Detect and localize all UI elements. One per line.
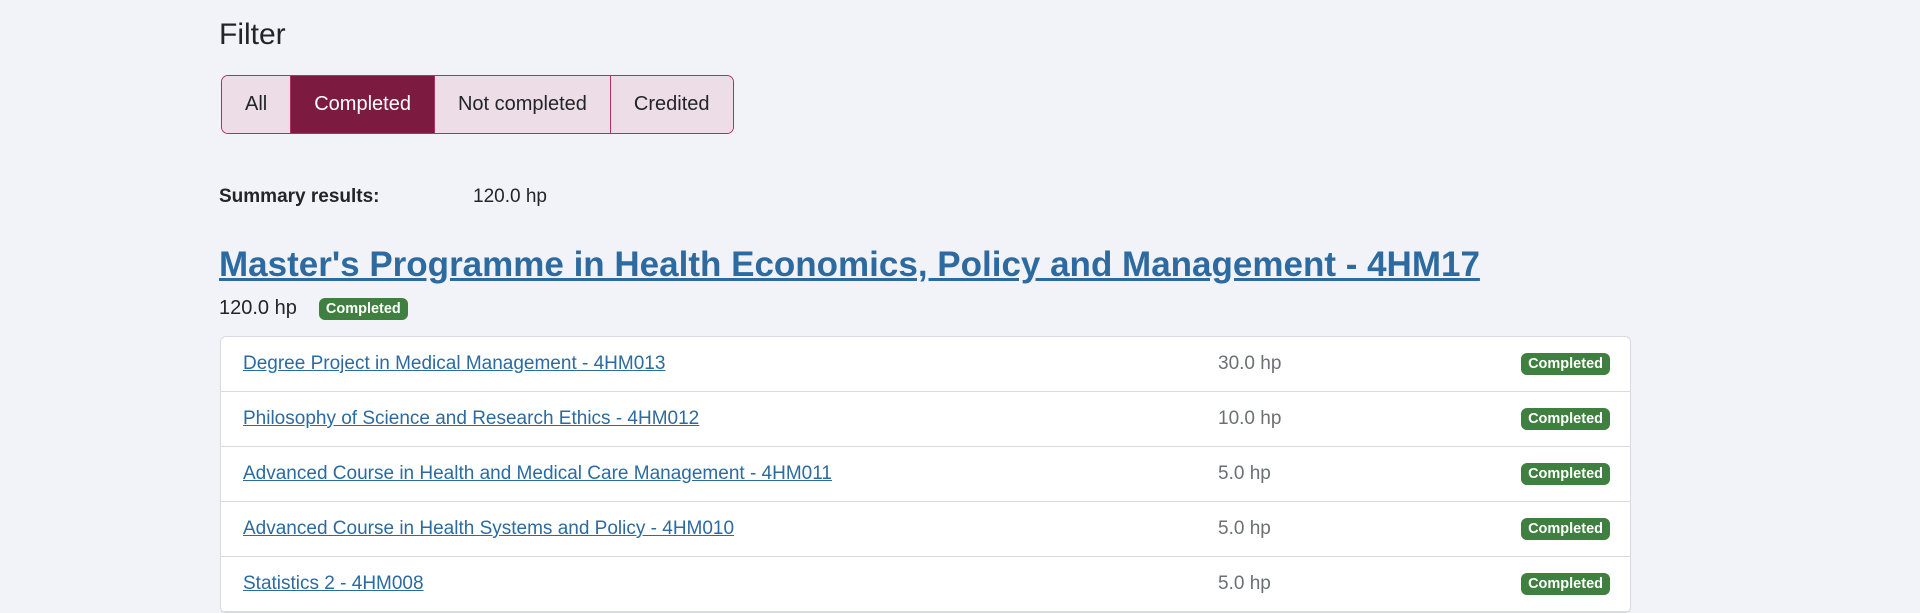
course-row: Advanced Course in Health Systems and Po…	[221, 502, 1630, 557]
status-badge: Completed	[1521, 408, 1610, 430]
summary-label: Summary results:	[219, 186, 380, 207]
status-badge: Completed	[1521, 463, 1610, 485]
filter-heading: Filter	[219, 18, 286, 51]
programme-meta: 120.0 hp Completed	[219, 297, 408, 320]
filter-not-completed-button[interactable]: Not completed	[434, 76, 611, 133]
status-badge: Completed	[1521, 353, 1610, 375]
status-badge: Completed	[1521, 518, 1610, 540]
course-row: Degree Project in Medical Management - 4…	[221, 337, 1630, 392]
course-link[interactable]: Degree Project in Medical Management - 4…	[243, 353, 666, 374]
status-badge: Completed	[318, 297, 408, 320]
course-link[interactable]: Philosophy of Science and Research Ethic…	[243, 408, 700, 429]
course-credits: 5.0 hp	[1218, 518, 1271, 539]
status-badge: Completed	[1521, 573, 1610, 595]
filter-all-button[interactable]: All	[222, 76, 292, 133]
filter-button-group: All Completed Not completed Credited	[221, 75, 734, 134]
filter-credited-button[interactable]: Credited	[610, 76, 733, 133]
programme-title-link[interactable]: Master's Programme in Health Economics, …	[219, 245, 1480, 284]
course-credits: 5.0 hp	[1218, 463, 1271, 484]
course-row: Advanced Course in Health and Medical Ca…	[221, 447, 1630, 502]
course-link[interactable]: Statistics 2 - 4HM008	[243, 573, 424, 594]
summary-results: Summary results: 120.0 hp	[219, 186, 547, 208]
programme-credits: 120.0 hp	[219, 297, 297, 319]
filter-completed-button[interactable]: Completed	[291, 76, 435, 133]
course-row: Philosophy of Science and Research Ethic…	[221, 392, 1630, 447]
course-credits: 30.0 hp	[1218, 353, 1282, 374]
course-list: Degree Project in Medical Management - 4…	[220, 336, 1631, 613]
course-row: Statistics 2 - 4HM008 5.0 hp Completed	[221, 557, 1630, 612]
course-credits: 5.0 hp	[1218, 573, 1271, 594]
summary-value: 120.0 hp	[473, 186, 547, 207]
course-credits: 10.0 hp	[1218, 408, 1282, 429]
course-link[interactable]: Advanced Course in Health Systems and Po…	[243, 518, 735, 539]
course-link[interactable]: Advanced Course in Health and Medical Ca…	[243, 463, 832, 484]
